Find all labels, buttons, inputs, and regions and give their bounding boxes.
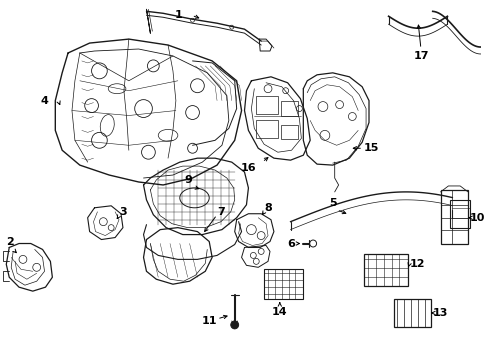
- Bar: [280, 125, 298, 139]
- Bar: [449, 200, 469, 228]
- Text: 6: 6: [287, 239, 295, 248]
- Text: 10: 10: [469, 213, 485, 223]
- Text: 4: 4: [41, 96, 48, 105]
- Text: 11: 11: [201, 316, 217, 326]
- Text: 7: 7: [217, 207, 224, 217]
- Text: 2: 2: [6, 238, 14, 247]
- Bar: [280, 100, 298, 116]
- Text: 13: 13: [432, 308, 447, 318]
- Text: 16: 16: [240, 163, 256, 173]
- Bar: [264, 269, 303, 299]
- Bar: [364, 255, 407, 286]
- Bar: [393, 299, 430, 327]
- Bar: [256, 121, 277, 138]
- Text: 1: 1: [175, 10, 183, 20]
- Bar: [440, 190, 467, 244]
- Text: 17: 17: [412, 51, 428, 61]
- Text: 3: 3: [119, 207, 126, 217]
- Text: 5: 5: [328, 198, 336, 208]
- Text: 14: 14: [271, 307, 287, 317]
- Text: 8: 8: [264, 203, 271, 213]
- Text: 12: 12: [408, 259, 424, 269]
- Text: 15: 15: [364, 143, 379, 153]
- Text: 9: 9: [184, 175, 192, 185]
- Bar: [256, 96, 277, 113]
- Circle shape: [230, 321, 238, 329]
